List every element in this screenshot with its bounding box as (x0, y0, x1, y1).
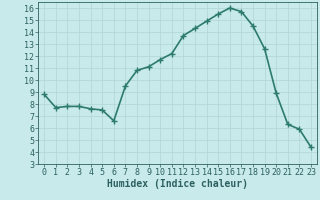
X-axis label: Humidex (Indice chaleur): Humidex (Indice chaleur) (107, 179, 248, 189)
